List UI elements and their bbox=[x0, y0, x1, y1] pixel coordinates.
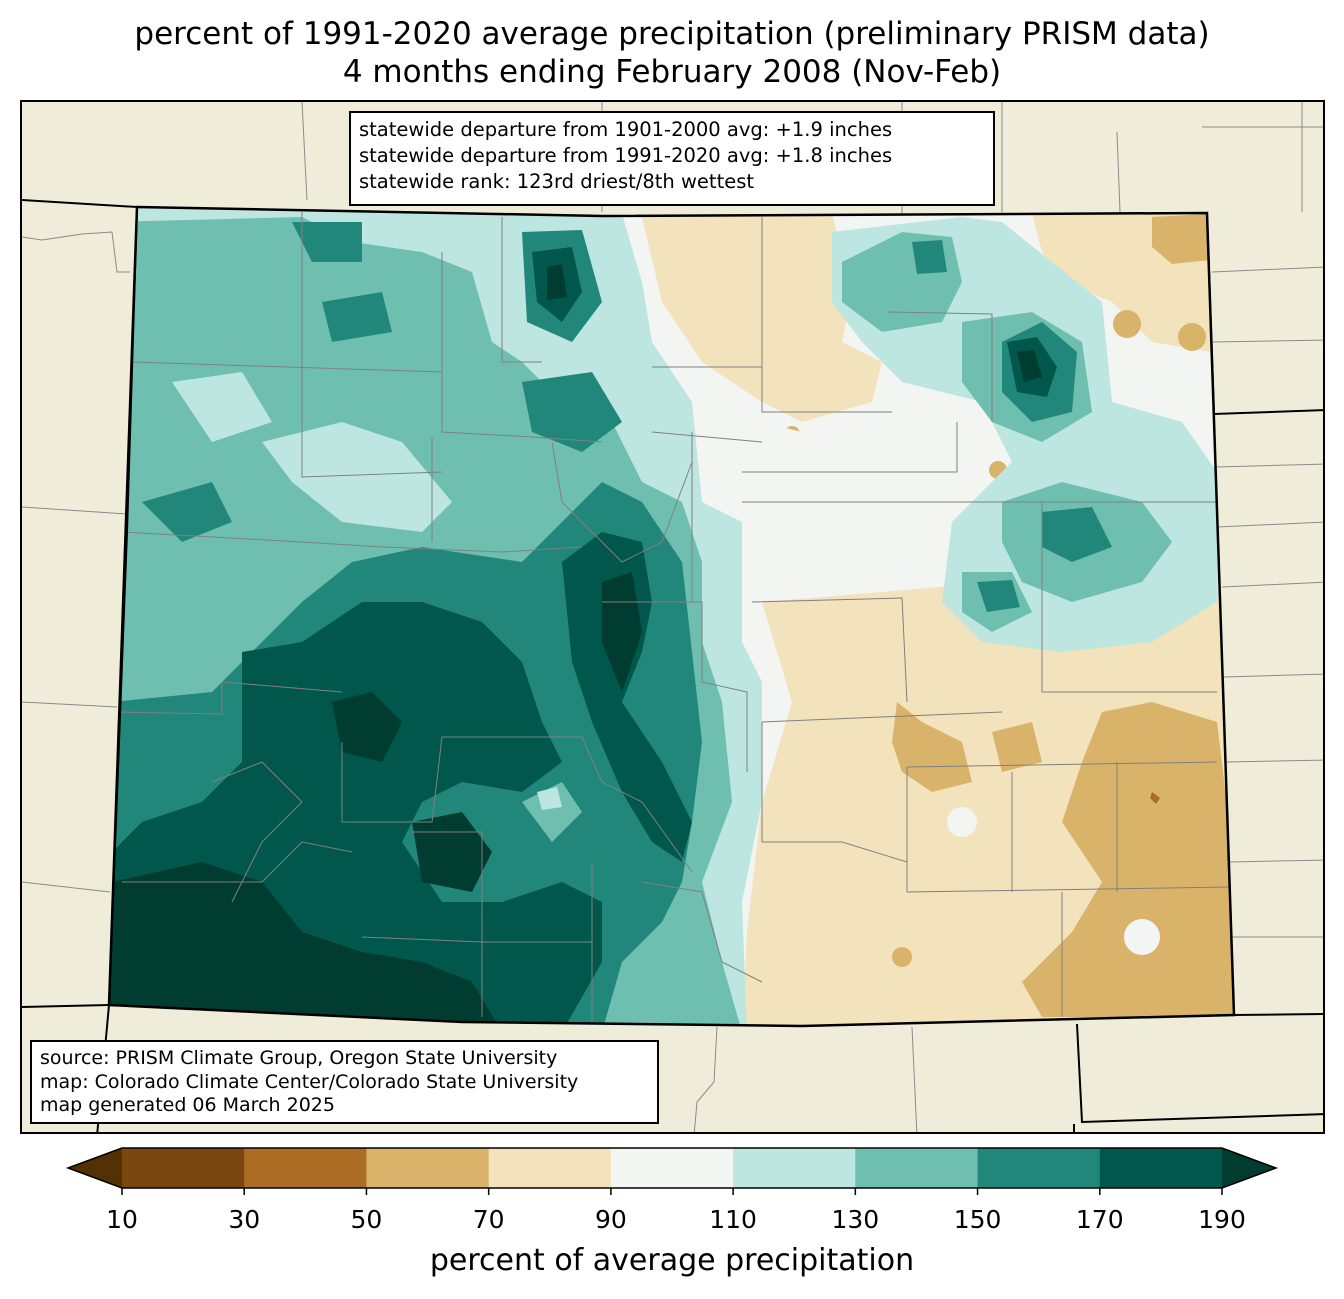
colorado-border bbox=[107, 205, 1236, 1028]
colorbar-bin bbox=[244, 1148, 367, 1188]
precipitation-map bbox=[22, 102, 1323, 1132]
colorbar-tick-label: 10 bbox=[106, 1205, 138, 1234]
colorbar-bin bbox=[855, 1148, 979, 1188]
precip-field bbox=[109, 207, 1234, 1026]
colorbar-bin bbox=[610, 1148, 734, 1188]
colorbar-tick-label: 30 bbox=[228, 1205, 261, 1234]
source-line: source: PRISM Climate Group, Oregon Stat… bbox=[40, 1047, 558, 1069]
colorbar-label: percent of average precipitation bbox=[429, 1243, 915, 1278]
colorbar-tick-label: 90 bbox=[594, 1205, 627, 1234]
colorbar-tick-label: 70 bbox=[472, 1205, 505, 1234]
colorbar-tick-label: 130 bbox=[831, 1205, 880, 1234]
colorbar-tick-label: 190 bbox=[1198, 1205, 1246, 1234]
colorbar-tick-label: 170 bbox=[1075, 1205, 1124, 1234]
colorbar-tick-label: 50 bbox=[350, 1205, 383, 1234]
map-title-line2: 4 months ending February 2008 (Nov-Feb) bbox=[342, 54, 1002, 90]
colorbar-tick-label: 110 bbox=[709, 1205, 757, 1234]
colorbar-bin bbox=[1099, 1148, 1223, 1188]
colorbar-bin bbox=[733, 1148, 856, 1188]
statewide-rank: statewide rank: 123rd driest/8th wettest bbox=[359, 170, 755, 193]
departure-1991-2020: statewide departure from 1991-2020 avg: … bbox=[359, 144, 893, 167]
county-lines bbox=[116, 212, 1234, 1022]
map-title-line1: percent of 1991-2020 average precipitati… bbox=[134, 16, 1210, 52]
colorbar-bin bbox=[122, 1148, 245, 1188]
source-attribution-box: source: PRISM Climate Group, Oregon Stat… bbox=[30, 1040, 659, 1124]
statewide-stats-box: statewide departure from 1901-2000 avg: … bbox=[349, 111, 995, 206]
colorbar-tick-label: 150 bbox=[953, 1205, 1002, 1234]
colorbar-bin bbox=[488, 1148, 612, 1188]
departure-1901-2000: statewide departure from 1901-2000 avg: … bbox=[359, 118, 893, 141]
colorbar-bin bbox=[366, 1148, 490, 1188]
colorbar-over-arrow bbox=[1222, 1148, 1276, 1188]
generated-date-line: map generated 06 March 2025 bbox=[40, 1094, 335, 1116]
colorbar-under-arrow bbox=[68, 1148, 122, 1188]
colorbar-bin bbox=[977, 1148, 1101, 1188]
colorbar bbox=[65, 1147, 1279, 1195]
map-credit-line: map: Colorado Climate Center/Colorado St… bbox=[40, 1070, 579, 1093]
map-panel bbox=[20, 100, 1325, 1134]
